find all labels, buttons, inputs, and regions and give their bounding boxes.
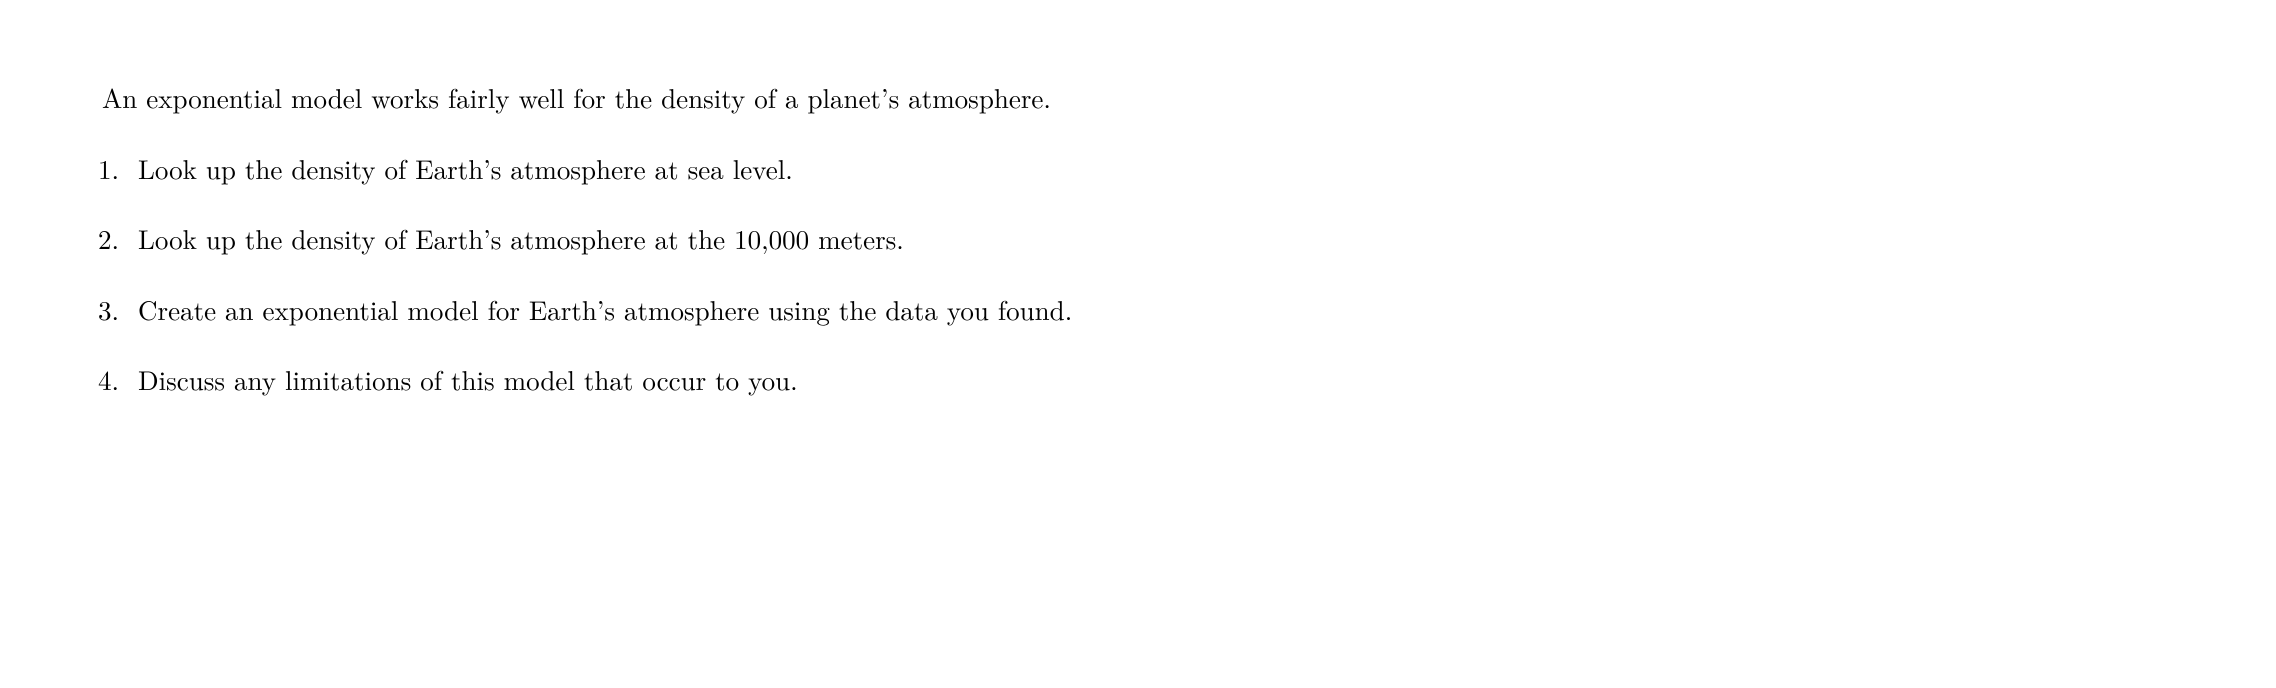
list-item: Discuss any limitations of this model th…: [90, 359, 2186, 400]
intro-paragraph: An exponential model works fairly well f…: [90, 77, 2186, 118]
list-item: Look up the density of Earth’s atmospher…: [90, 148, 2186, 189]
question-list: Look up the density of Earth’s atmospher…: [90, 148, 2186, 400]
list-item: Create an exponential model for Earth’s …: [90, 289, 2186, 330]
list-item: Look up the density of Earth’s atmospher…: [90, 218, 2186, 259]
